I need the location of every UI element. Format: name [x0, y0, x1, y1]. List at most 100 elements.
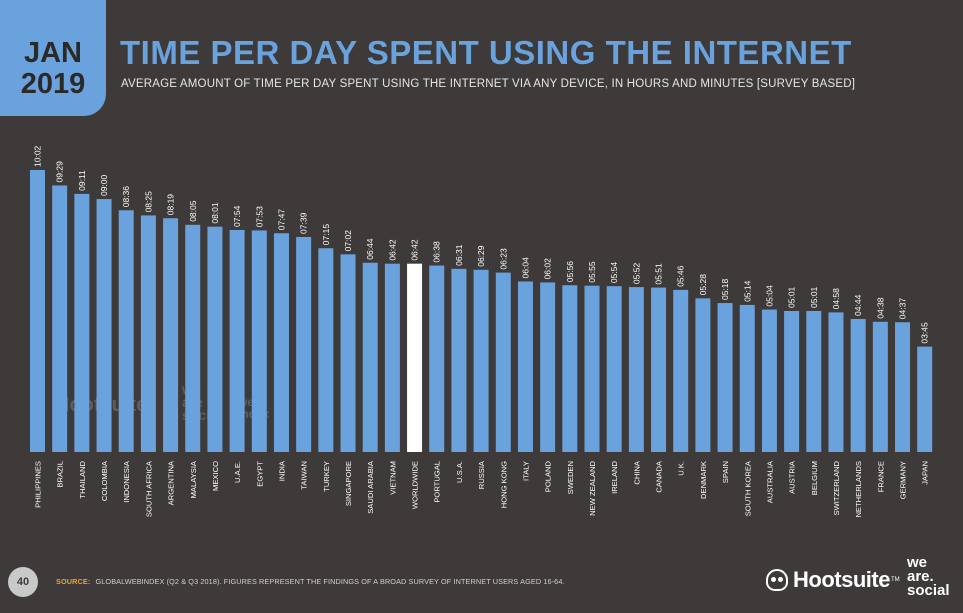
data-label: 04:38: [875, 297, 885, 319]
trademark-mark: TM: [890, 577, 900, 583]
category-label: POLAND: [544, 460, 553, 492]
wearesocial-logo: we are. social: [907, 554, 957, 599]
category-label: AUSTRIA: [788, 460, 797, 494]
category-label: ITALY: [521, 461, 530, 481]
data-label: 05:18: [720, 278, 730, 300]
category-label: TURKEY: [322, 461, 331, 492]
category-label: WORLDWIDE: [411, 461, 420, 509]
bar-taiwan: [296, 236, 312, 452]
brand-are: are.: [907, 568, 934, 585]
bar-colombia: [96, 199, 112, 452]
source-text: GLOBALWEBINDEX (Q2 & Q3 2018). FIGURES R…: [95, 577, 565, 586]
category-label: SOUTH AFRICA: [144, 460, 153, 517]
category-label: EGYPT: [255, 461, 264, 487]
category-label: INDONESIA: [122, 460, 131, 503]
bar-south-korea: [739, 304, 755, 452]
data-label: 08:05: [188, 200, 198, 222]
data-label: 03:45: [920, 322, 930, 344]
bar-mexico: [207, 226, 223, 452]
page-subtitle: AVERAGE AMOUNT OF TIME PER DAY SPENT USI…: [121, 78, 856, 90]
hootsuite-logo: Hootsuite TM: [766, 565, 900, 595]
category-label: SWEDEN: [566, 461, 575, 494]
data-label: 08:25: [143, 191, 153, 213]
brand-social: social: [907, 582, 950, 599]
data-label: 05:01: [787, 286, 797, 308]
bar-singapore: [340, 254, 356, 452]
category-label: U.S.A.: [455, 461, 464, 483]
bar-sweden: [562, 285, 578, 452]
bar-indonesia: [118, 210, 134, 452]
bar-argentina: [163, 218, 179, 452]
category-label: BELGIUM: [810, 461, 819, 495]
data-label: 06:29: [476, 245, 486, 267]
category-label: SWITZERLAND: [832, 460, 841, 515]
category-label: U.K.: [677, 461, 686, 476]
data-label: 07:47: [276, 209, 286, 231]
category-label: INDIA: [277, 460, 286, 481]
source-note: SOURCE: GLOBALWEBINDEX (Q2 & Q3 2018). F…: [56, 577, 565, 586]
data-label: 05:01: [809, 286, 819, 308]
data-label: 08:36: [121, 186, 131, 208]
data-label: 04:37: [898, 298, 908, 320]
category-label: GERMANY: [899, 461, 908, 499]
data-label: 04:44: [853, 294, 863, 316]
bar-switzerland: [828, 312, 844, 452]
data-label: 06:02: [543, 258, 553, 280]
bar-vietnam: [384, 263, 400, 452]
bar-austria: [784, 310, 800, 452]
bar-philippines: [30, 170, 45, 452]
bar-u-k-: [673, 289, 689, 452]
bar-canada: [651, 287, 667, 452]
category-label: CHINA: [632, 460, 641, 485]
source-label: SOURCE:: [56, 577, 91, 586]
data-label: 05:54: [609, 262, 619, 284]
category-label: FRANCE: [876, 461, 885, 492]
date-year: 2019: [20, 68, 86, 100]
bar-japan: [917, 346, 933, 452]
bar-italy: [517, 281, 533, 452]
data-label: 05:56: [565, 261, 575, 283]
bar-australia: [761, 309, 777, 452]
category-label: VIETNAM: [388, 461, 397, 495]
bar-ireland: [606, 286, 622, 452]
category-label: JAPAN: [921, 461, 930, 485]
category-label: PORTUGAL: [433, 461, 442, 503]
category-label: MEXICO: [211, 461, 220, 491]
bar-portugal: [429, 265, 445, 452]
data-label: 06:42: [410, 239, 420, 261]
bar-russia: [473, 269, 489, 452]
category-label: RUSSIA: [477, 460, 486, 489]
hootsuite-wordmark: Hootsuite: [793, 567, 890, 592]
bar-malaysia: [185, 224, 201, 452]
category-label: HONG KONG: [499, 461, 508, 508]
category-label: BRAZIL: [56, 461, 65, 488]
category-label: CANADA: [655, 460, 664, 493]
category-label: SOUTH KOREA: [743, 460, 752, 516]
data-label: 09:00: [99, 174, 109, 196]
data-label: 05:55: [587, 261, 597, 283]
bar-spain: [717, 303, 733, 452]
bar-brazil: [52, 185, 68, 452]
category-label: IRELAND: [610, 460, 619, 493]
bar-germany: [895, 322, 911, 452]
bar-u-a-e-: [229, 229, 245, 452]
category-label: NETHERLANDS: [854, 461, 863, 518]
bar-thailand: [74, 193, 90, 452]
category-label: SINGAPORE: [344, 461, 353, 506]
data-label: 07:39: [299, 212, 309, 234]
data-label: 05:14: [742, 280, 752, 302]
data-label: 05:28: [698, 274, 708, 296]
data-label: 07:02: [343, 230, 353, 252]
bar-saudi-arabia: [362, 262, 378, 452]
bar-denmark: [695, 298, 711, 452]
category-label: U.A.E.: [233, 461, 242, 483]
bar-hong-kong: [495, 272, 511, 452]
data-label: 09:11: [77, 170, 87, 191]
brand-we: we: [907, 554, 928, 571]
category-label: MALAYSIA: [189, 460, 198, 498]
category-label: NEW ZEALAND: [588, 460, 597, 515]
bar-turkey: [318, 248, 334, 452]
owl-icon: [766, 569, 788, 591]
data-label: 06:23: [498, 248, 508, 270]
data-label: 05:52: [631, 263, 641, 285]
